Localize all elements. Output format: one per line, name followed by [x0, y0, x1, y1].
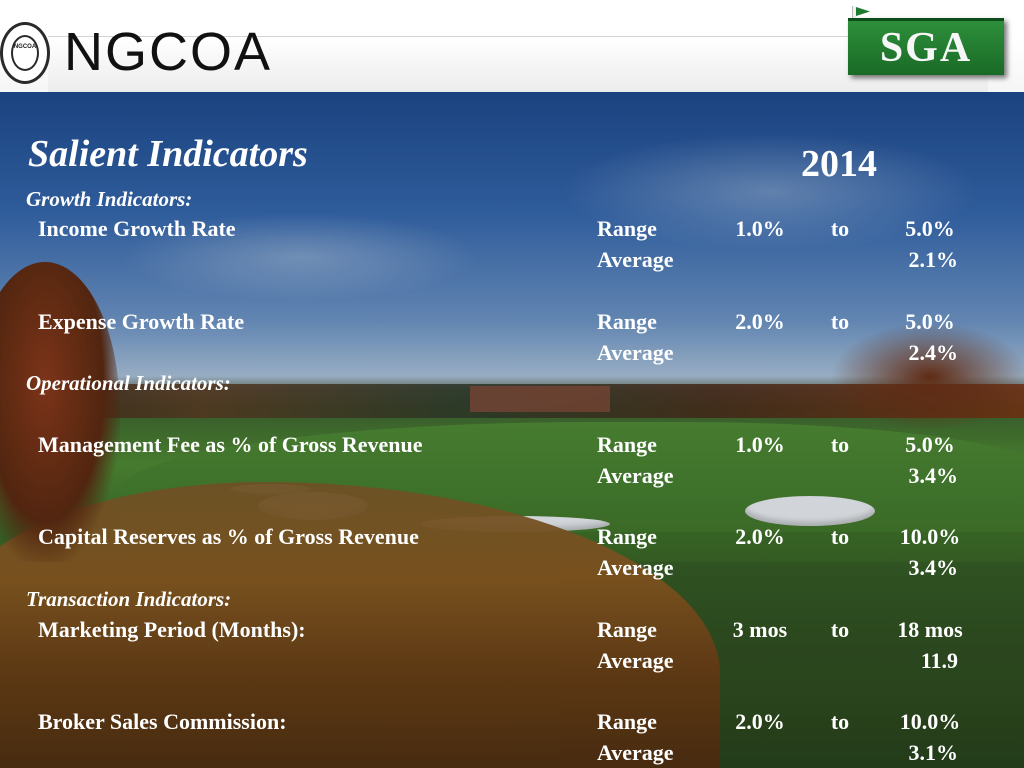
average-value: 3.4% — [908, 555, 959, 580]
range-low: 1.0% — [735, 216, 785, 241]
average-word: Average — [597, 247, 674, 272]
section-heading-growth: Growth Indicators: — [26, 187, 193, 211]
range-low: 2.0% — [735, 309, 785, 334]
sga-logo-text: SGA — [879, 25, 973, 71]
tree-left — [0, 262, 120, 562]
range-low: 2.0% — [735, 709, 785, 734]
range-word: Range — [597, 524, 657, 549]
average-word: Average — [597, 740, 674, 765]
to-word: to — [830, 709, 850, 734]
sky-cloud — [560, 132, 980, 252]
to-word: to — [830, 432, 850, 457]
average-value: 3.1% — [908, 740, 959, 765]
tree-right — [830, 322, 1024, 432]
row-label-capital-reserves: Capital Reserves as % of Gross Revenue — [38, 524, 419, 549]
average-word: Average — [597, 648, 674, 673]
row-label-income-growth: Income Growth Rate — [38, 216, 236, 241]
slide-title: Salient Indicators — [28, 133, 308, 175]
average-word: Average — [597, 340, 674, 365]
row-label-management-fee: Management Fee as % of Gross Revenue — [38, 432, 423, 457]
range-word: Range — [597, 617, 657, 642]
range-word: Range — [597, 432, 657, 457]
sga-flagpole — [852, 6, 856, 28]
photo-shade — [0, 92, 1024, 768]
row-label-broker-commission: Broker Sales Commission: — [38, 709, 287, 734]
sga-logo: SGA — [848, 18, 1004, 75]
range-word: Range — [597, 216, 657, 241]
section-heading-transaction: Transaction Indicators: — [26, 587, 232, 611]
ngcoa-seal-logo: NGCOA — [0, 22, 50, 84]
header-bar — [48, 36, 988, 93]
seal-text: NGCOA — [13, 44, 37, 50]
range-high: 18 mos — [897, 617, 963, 642]
range-word: Range — [597, 309, 657, 334]
clubhouse-building — [470, 386, 610, 412]
range-high: 5.0% — [905, 309, 955, 334]
average-value: 11.9 — [920, 648, 958, 673]
row-label-expense-growth: Expense Growth Rate — [38, 309, 245, 334]
seal-inner-ring — [11, 35, 39, 71]
section-heading-operational: Operational Indicators: — [26, 371, 231, 395]
average-value: 2.4% — [908, 340, 959, 365]
range-high: 10.0% — [899, 524, 961, 549]
range-low: 1.0% — [735, 432, 785, 457]
to-word: to — [830, 524, 850, 549]
range-high: 10.0% — [899, 709, 961, 734]
range-high: 5.0% — [905, 432, 955, 457]
range-low: 3 mos — [732, 617, 788, 642]
range-low: 2.0% — [735, 524, 785, 549]
ngcoa-wordmark: NGCOA — [64, 22, 273, 82]
average-word: Average — [597, 463, 674, 488]
golf-course-background-photo — [0, 92, 1024, 768]
range-high: 5.0% — [905, 216, 955, 241]
to-word: to — [830, 216, 850, 241]
to-word: to — [830, 309, 850, 334]
sga-flag-icon — [856, 7, 870, 16]
average-value: 3.4% — [908, 463, 959, 488]
sky-cloud — [120, 212, 480, 302]
row-label-marketing-period: Marketing Period (Months): — [38, 617, 306, 642]
year-heading: 2014 — [801, 143, 877, 185]
average-word: Average — [597, 555, 674, 580]
range-word: Range — [597, 709, 657, 734]
sand-bunker — [745, 496, 875, 526]
average-value: 2.1% — [908, 247, 959, 272]
to-word: to — [830, 617, 850, 642]
